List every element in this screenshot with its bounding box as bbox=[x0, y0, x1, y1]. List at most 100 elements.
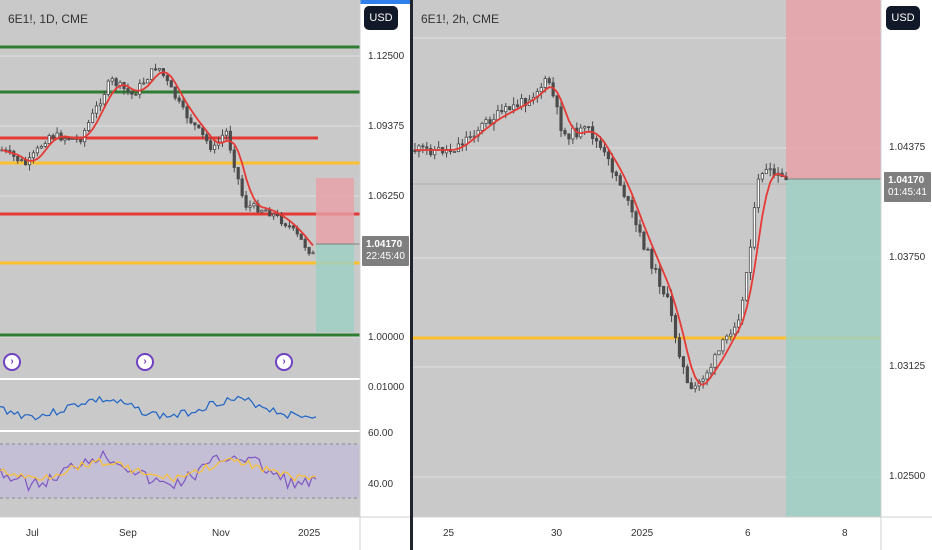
right-symbol-title: 6E1!, 2h, CME bbox=[421, 12, 500, 26]
left-moving-average bbox=[1, 71, 314, 247]
candle-body bbox=[240, 178, 244, 197]
candle-body bbox=[618, 175, 622, 186]
candle-body bbox=[508, 106, 512, 111]
candle-body bbox=[721, 339, 725, 352]
left-chart-canvas[interactable] bbox=[0, 0, 410, 550]
candle-body bbox=[634, 211, 638, 226]
left-price-label-1: 1.12500 bbox=[368, 51, 405, 62]
candle-body bbox=[94, 105, 99, 114]
right-moving-average bbox=[415, 86, 787, 386]
candle-body bbox=[232, 149, 236, 168]
left-countdown: 22:45:40 bbox=[366, 251, 405, 262]
candle-body bbox=[47, 135, 51, 144]
candle-body bbox=[185, 106, 189, 119]
candle-body bbox=[681, 356, 685, 368]
event-marker-icon[interactable]: › bbox=[3, 353, 21, 371]
main-chart-area bbox=[0, 0, 360, 378]
right-price-label-1: 1.04375 bbox=[889, 142, 926, 153]
candle-body bbox=[614, 171, 618, 177]
candle-body bbox=[488, 119, 492, 124]
event-marker-icon[interactable]: › bbox=[275, 353, 293, 371]
candle-body bbox=[662, 285, 666, 295]
candle-body bbox=[181, 100, 185, 108]
candle-body bbox=[150, 68, 154, 80]
left-currency-button[interactable]: USD bbox=[364, 6, 398, 30]
candle-body bbox=[291, 225, 295, 229]
right-chart-pane[interactable]: 6E1!, 2h, CME USD 1.04375 1.03750 1.0312… bbox=[413, 0, 932, 550]
candle-body bbox=[272, 213, 276, 217]
candle-body bbox=[283, 223, 288, 227]
left-chart-pane[interactable]: 6E1!, 1D, CME USD 1.12500 1.09375 1.0625… bbox=[0, 0, 410, 550]
right-chart-canvas[interactable] bbox=[413, 0, 932, 550]
right-price-label-2: 1.03750 bbox=[889, 252, 926, 263]
candle-body bbox=[673, 315, 678, 338]
left-price-label-3: 1.06250 bbox=[368, 191, 405, 202]
candle-body bbox=[500, 110, 504, 113]
candle-body bbox=[197, 124, 201, 129]
candle-body bbox=[452, 151, 457, 153]
right-time-label-2: 30 bbox=[551, 528, 563, 539]
right-time-label-3: 2025 bbox=[631, 528, 654, 539]
candle-body bbox=[622, 184, 626, 197]
candle-body bbox=[268, 209, 272, 217]
candle-body bbox=[606, 151, 610, 160]
candle-body bbox=[539, 87, 543, 93]
candle-body bbox=[460, 143, 464, 146]
right-price-label-3: 1.03125 bbox=[889, 361, 926, 372]
candle-body bbox=[480, 123, 484, 131]
candle-body bbox=[701, 378, 705, 382]
candle-body bbox=[90, 112, 95, 123]
candle-body bbox=[504, 106, 508, 113]
candle-body bbox=[567, 133, 571, 140]
left-indicator1-label: 0.01000 bbox=[368, 382, 405, 393]
candle-body bbox=[193, 122, 197, 126]
left-indicator2-label-2: 40.00 bbox=[368, 479, 394, 490]
right-countdown: 01:45:41 bbox=[888, 187, 927, 198]
rsi-signal-line bbox=[0, 457, 317, 482]
candle-body bbox=[733, 326, 737, 335]
candle-body bbox=[220, 134, 225, 143]
candle-body bbox=[138, 83, 142, 95]
right-last-price: 1.04170 bbox=[888, 175, 925, 186]
right-time-label-5: 8 bbox=[842, 528, 848, 539]
candle-body bbox=[760, 173, 764, 180]
candle-body bbox=[307, 247, 311, 254]
candle-body bbox=[729, 333, 733, 337]
candle-body bbox=[276, 213, 280, 216]
candle-body bbox=[563, 130, 567, 135]
candle-body bbox=[311, 252, 315, 255]
candle-body bbox=[201, 127, 205, 136]
candle-body bbox=[130, 91, 134, 95]
candle-body bbox=[519, 97, 524, 107]
candle-body bbox=[244, 195, 248, 208]
left-time-label-1: Jul bbox=[26, 528, 39, 539]
candle-body bbox=[20, 159, 24, 162]
candle-body bbox=[626, 196, 630, 201]
candle-body bbox=[737, 319, 741, 328]
rsi-band bbox=[0, 444, 360, 498]
right-last-price-tag: 1.04170 01:45:41 bbox=[884, 172, 931, 202]
candle-body bbox=[189, 117, 193, 124]
stop-loss-zone bbox=[786, 0, 881, 179]
event-marker-icon[interactable]: › bbox=[136, 353, 154, 371]
candle-body bbox=[468, 135, 472, 138]
indicator1-line bbox=[0, 395, 317, 421]
pane-divider[interactable] bbox=[410, 0, 413, 550]
right-currency-button[interactable]: USD bbox=[886, 6, 920, 30]
candle-body bbox=[512, 104, 516, 111]
candle-body bbox=[555, 95, 559, 108]
candle-body bbox=[110, 78, 114, 82]
candle-body bbox=[287, 225, 291, 228]
candle-body bbox=[693, 385, 697, 389]
candle-body bbox=[146, 79, 150, 84]
take-profit-zone bbox=[316, 244, 354, 332]
left-price-label-4: 1.00000 bbox=[368, 332, 405, 343]
right-time-label-4: 6 bbox=[745, 528, 751, 539]
candle-body bbox=[677, 337, 682, 358]
candle-body bbox=[417, 145, 421, 152]
candle-body bbox=[169, 80, 173, 88]
candle-body bbox=[51, 135, 55, 139]
candle-body bbox=[43, 143, 47, 147]
candle-body bbox=[638, 224, 642, 233]
candle-body bbox=[106, 80, 110, 95]
